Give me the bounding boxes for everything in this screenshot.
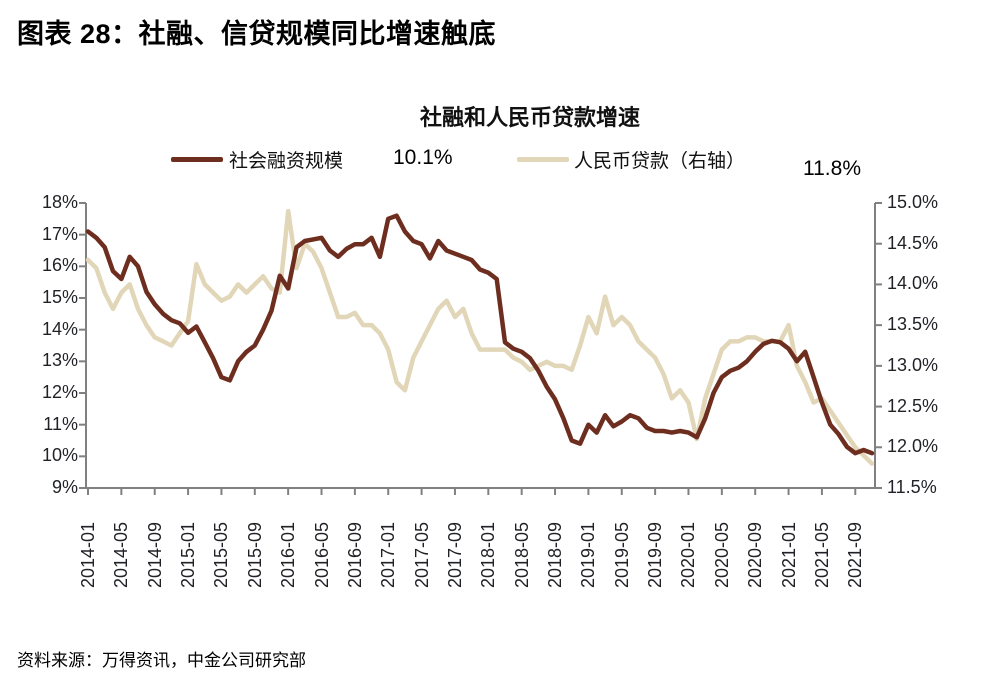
left-axis-label: 12% <box>41 382 78 402</box>
x-axis-label: 2015-05 <box>211 521 232 588</box>
legend-label-sf: 社会融资规模 <box>229 151 344 172</box>
left-axis-label: 10% <box>41 445 78 466</box>
x-axis-label: 2020-05 <box>711 521 732 588</box>
loans-latest-value: 11.8% <box>803 157 861 180</box>
right-axis-label: 13.0% <box>887 354 939 375</box>
left-axis-label: 15% <box>41 287 78 307</box>
x-axis-label: 2018-01 <box>478 521 499 588</box>
x-axis-label: 2016-09 <box>344 521 365 588</box>
x-axis-label: 2019-09 <box>645 521 666 588</box>
x-axis-label: 2014-01 <box>78 521 98 588</box>
x-axis-label: 2015-09 <box>244 521 265 588</box>
right-axis-label: 11.5% <box>887 477 937 497</box>
sf-line-swatch-icon <box>171 157 223 162</box>
legend-label-loans: 人民币贷款（右轴） <box>574 151 746 172</box>
chart-title: 社融和人民币贷款增速 <box>419 105 640 130</box>
x-axis-label: 2019-01 <box>578 521 599 588</box>
loans-line <box>85 208 875 466</box>
right-axis-label: 14.0% <box>887 273 939 294</box>
x-axis-label: 2017-09 <box>444 521 465 588</box>
x-axis-label: 2021-05 <box>811 521 832 588</box>
right-axis-label: 13.5% <box>887 314 939 335</box>
x-axis-label: 2015-01 <box>178 521 199 588</box>
x-axis-label: 2019-05 <box>611 521 632 588</box>
left-axis-label: 13% <box>41 350 78 371</box>
left-axis-label: 9% <box>51 477 78 497</box>
x-axis-label: 2021-01 <box>778 521 799 588</box>
x-axis-label: 2014-05 <box>111 521 132 588</box>
x-axis-label: 2021-09 <box>845 521 866 588</box>
x-axis-label: 2016-05 <box>311 521 332 588</box>
x-axis-label: 2014-09 <box>144 521 165 588</box>
right-axis-label: 14.5% <box>887 232 939 253</box>
x-axis-label: 2018-05 <box>511 521 532 588</box>
left-axis-label: 11% <box>43 413 78 434</box>
left-axis-label: 14% <box>41 318 78 339</box>
left-axis-label: 16% <box>41 255 78 276</box>
axes <box>85 203 876 489</box>
x-axis-label: 2016-01 <box>278 521 299 588</box>
right-axis-label: 12.0% <box>887 436 939 457</box>
right-axis-label: 12.5% <box>887 395 939 416</box>
x-axis-label: 2020-01 <box>678 521 699 588</box>
sf-line <box>85 213 875 456</box>
source-note: 资料来源：万得资讯，中金公司研究部 <box>17 651 306 670</box>
right-axis-label: 15.0% <box>887 192 939 212</box>
sf-latest-value: 10.1% <box>393 146 453 169</box>
x-axis-label: 2017-05 <box>411 521 432 588</box>
left-axis-label: 17% <box>41 223 78 244</box>
x-axis-label: 2020-09 <box>745 521 766 588</box>
loans-line-swatch-icon <box>517 157 569 162</box>
x-axis-label: 2018-09 <box>545 521 566 588</box>
x-axis-label: 2017-01 <box>378 521 399 588</box>
left-axis-label: 18% <box>41 192 78 212</box>
page-title: 图表 28：社融、信贷规模同比增速触底 <box>17 19 497 49</box>
